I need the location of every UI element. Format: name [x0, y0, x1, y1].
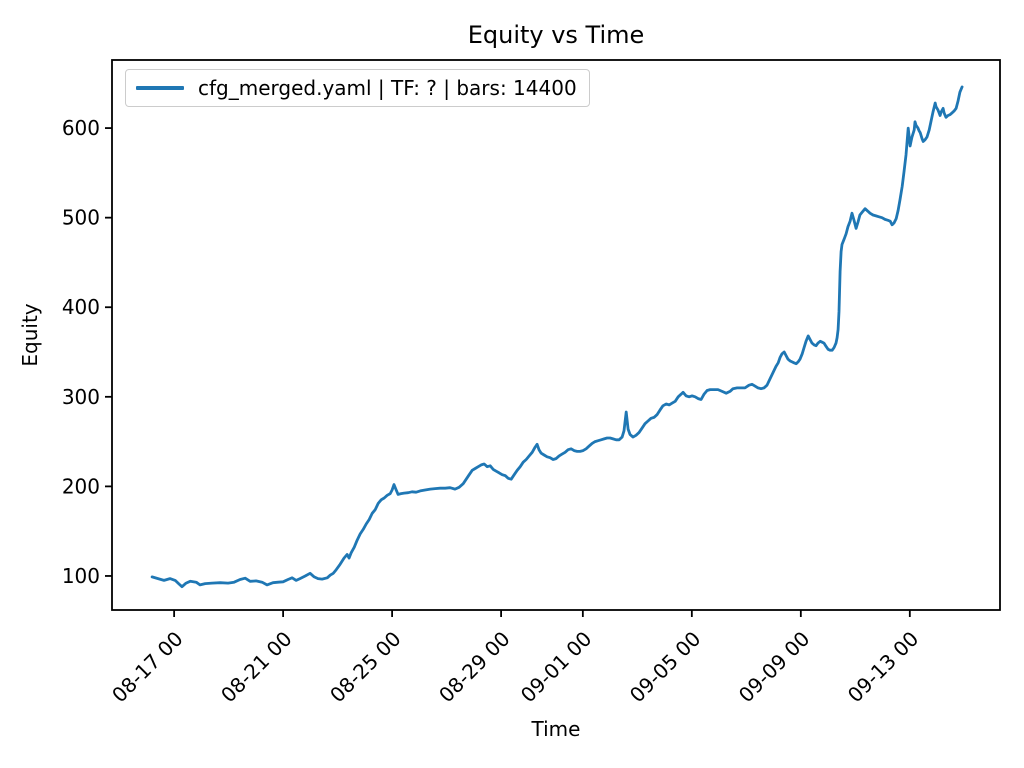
chart-title: Equity vs Time [467, 21, 645, 49]
legend-label: cfg_merged.yaml | TF: ? | bars: 14400 [198, 76, 577, 100]
y-tick-label: 500 [62, 206, 100, 230]
x-tick-label: 08-21 00 [216, 627, 297, 708]
y-tick-label: 300 [62, 385, 100, 409]
y-tick-label: 400 [62, 295, 100, 319]
x-tick-label: 09-13 00 [843, 627, 924, 708]
y-tick-label: 200 [62, 474, 100, 498]
x-tick-label: 08-17 00 [107, 627, 188, 708]
y-tick-label: 600 [62, 116, 100, 140]
x-tick-label: 08-29 00 [434, 627, 515, 708]
x-tick-label: 08-25 00 [325, 627, 406, 708]
legend: cfg_merged.yaml | TF: ? | bars: 14400 [125, 69, 590, 107]
axes-frame [111, 59, 1001, 611]
y-tick-label: 100 [62, 564, 100, 588]
equity-series-line [150, 85, 964, 589]
x-tick-label: 09-05 00 [625, 627, 706, 708]
series-line-swatch [136, 86, 184, 90]
x-tick-label: 09-09 00 [734, 627, 815, 708]
x-axis-label: Time [531, 717, 581, 741]
x-tick-label: 09-01 00 [516, 627, 597, 708]
